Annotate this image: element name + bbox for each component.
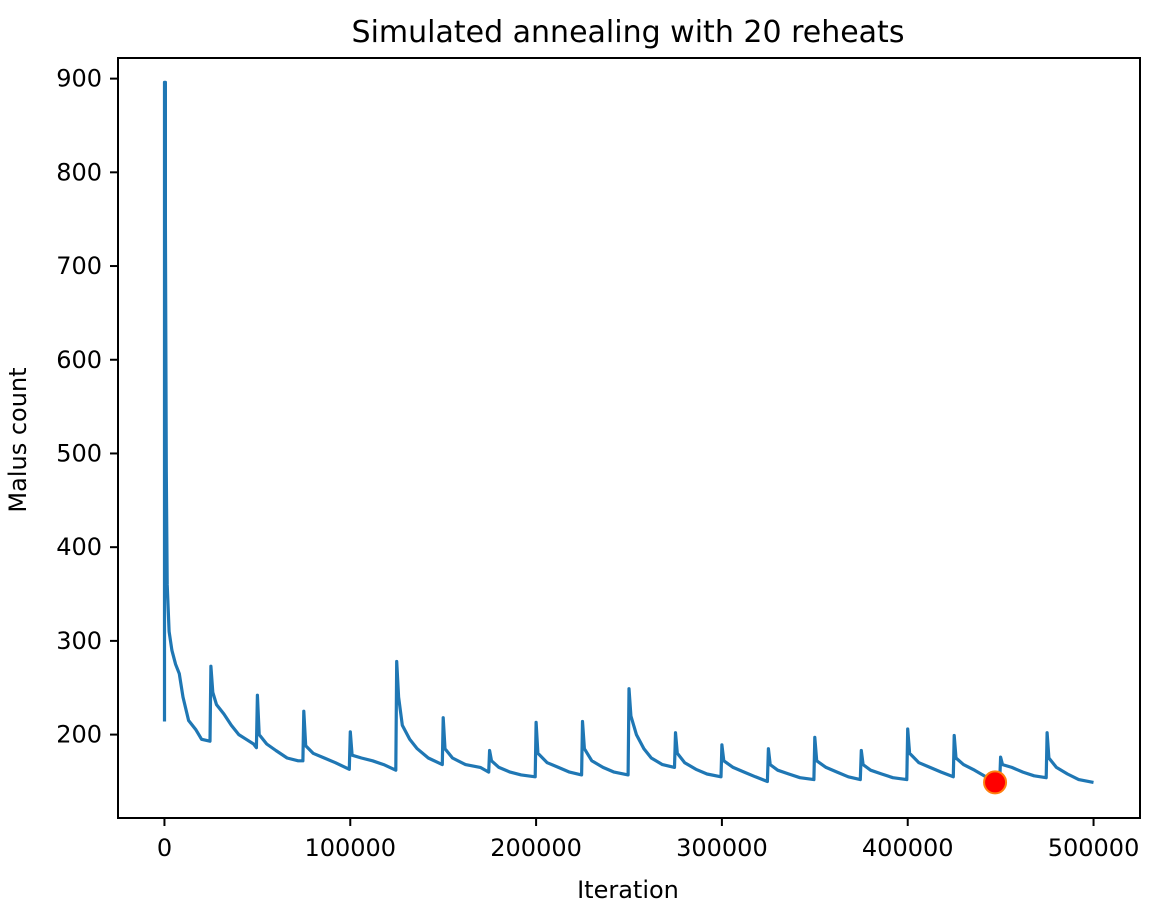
x-axis-label: Iteration	[577, 876, 679, 904]
x-tick-label: 0	[157, 834, 172, 862]
series-group	[162, 80, 1094, 785]
y-axis-label: Malus count	[4, 367, 32, 512]
x-tick-label: 200000	[490, 834, 582, 862]
y-tick-label: 700	[56, 252, 102, 280]
y-tick-label: 900	[56, 65, 102, 93]
highlight-group	[983, 770, 1008, 795]
y-tick-label: 800	[56, 158, 102, 186]
x-tick-label: 400000	[862, 834, 954, 862]
plot-frame	[117, 57, 1141, 819]
x-tick-label: 500000	[1048, 834, 1140, 862]
x-tick-label: 300000	[676, 834, 768, 862]
y-tick-label: 600	[56, 346, 102, 374]
series-line-0	[162, 80, 1094, 785]
y-tick-label: 500	[56, 439, 102, 467]
y-tick-label: 200	[56, 721, 102, 749]
y-tick-label: 300	[56, 627, 102, 655]
chart-title: Simulated annealing with 20 reheats	[352, 15, 905, 50]
y-tick-label: 400	[56, 533, 102, 561]
x-axis: 0 100000 200000 300000 400000 500000	[157, 818, 1140, 862]
best-solution-marker	[983, 770, 1008, 795]
plot-area	[117, 57, 1141, 819]
y-axis: 200 300 400 500 600 700 800 900	[56, 65, 118, 749]
x-tick-label: 100000	[304, 834, 396, 862]
